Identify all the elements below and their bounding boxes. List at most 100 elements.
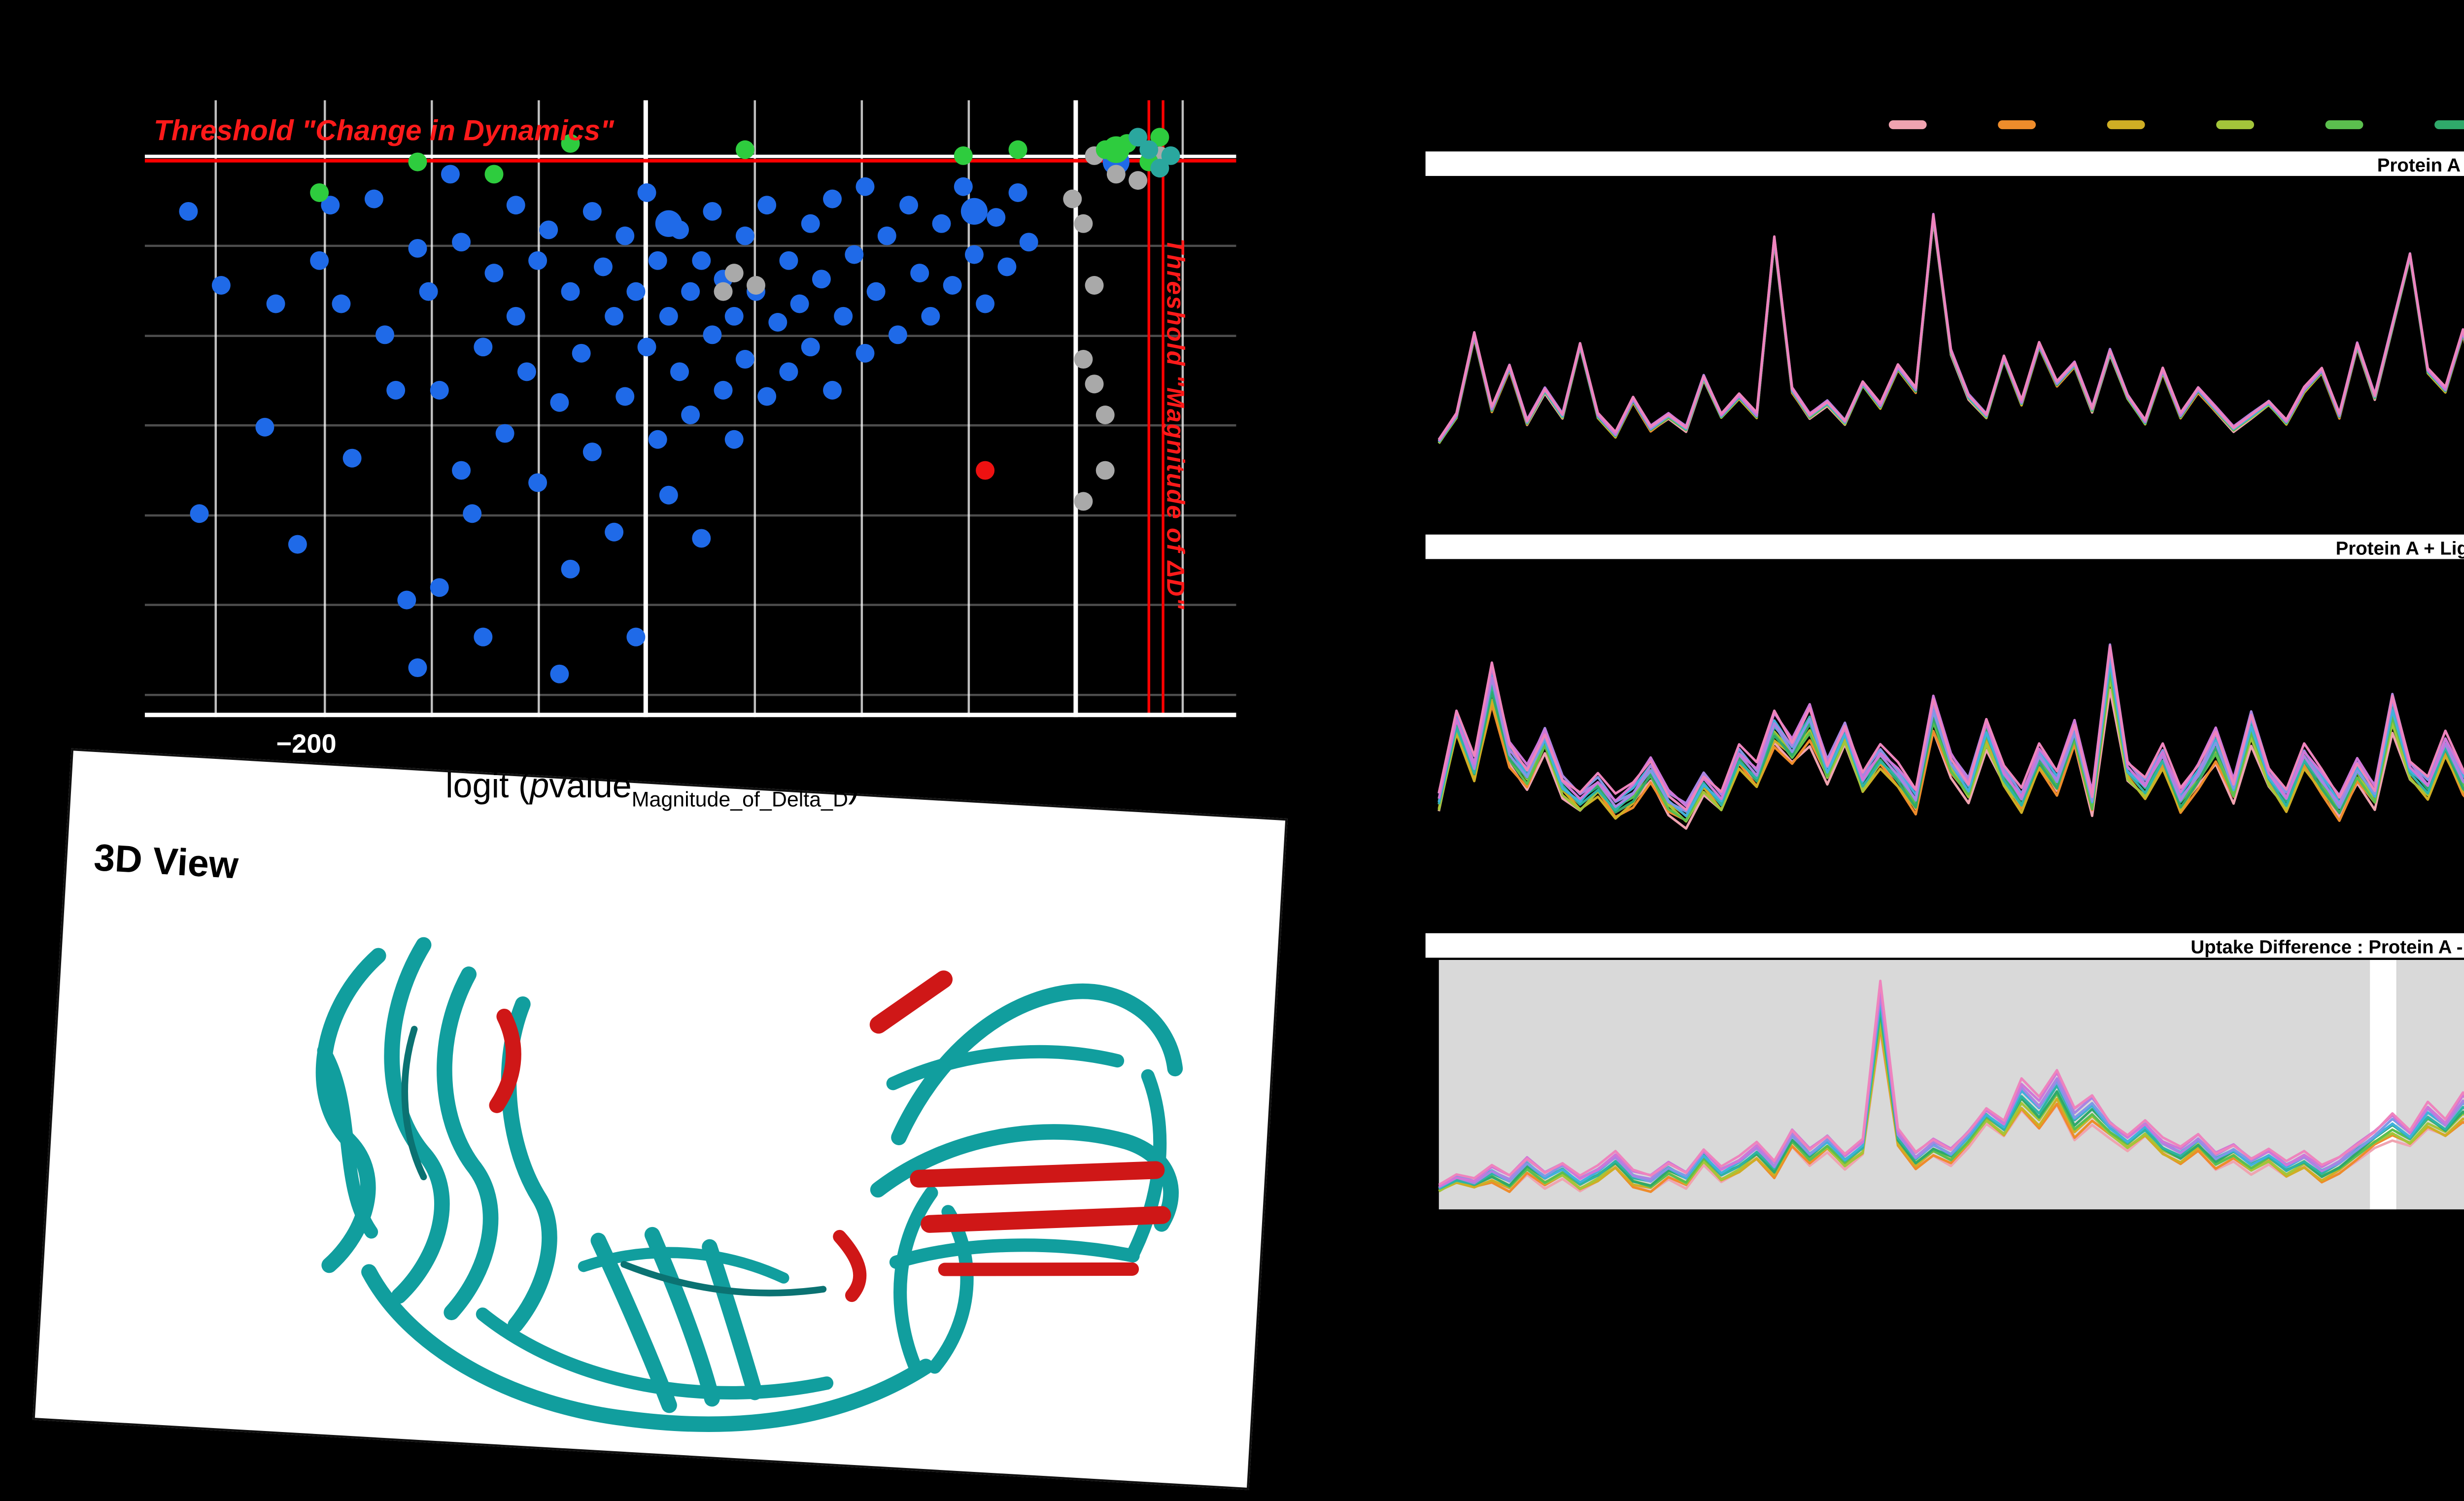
scatter-point-blue[interactable] xyxy=(703,325,722,344)
scatter-point-blue[interactable] xyxy=(997,257,1017,276)
scatter-point-blue[interactable] xyxy=(703,202,722,221)
scatter-point-blue[interactable] xyxy=(932,214,951,233)
scatter-point-blue[interactable] xyxy=(495,424,514,443)
legend-timepoint-swatch[interactable] xyxy=(1888,119,1927,130)
scatter-point-blue[interactable] xyxy=(364,189,383,208)
scatter-point-blue[interactable] xyxy=(550,664,569,683)
scatter-point-blue[interactable] xyxy=(692,251,711,270)
scatter-point-blue[interactable] xyxy=(823,189,842,208)
scatter-point-teal[interactable] xyxy=(1150,159,1169,178)
scatter-point-blue[interactable] xyxy=(823,380,842,400)
scatter-point-blue[interactable] xyxy=(1019,233,1038,252)
scatter-point-blue[interactable] xyxy=(463,504,482,523)
scatter-point-blue[interactable] xyxy=(976,294,995,313)
scatter-point-blue[interactable] xyxy=(376,325,394,344)
scatter-point-green[interactable] xyxy=(408,152,427,171)
scatter-point-blue[interactable] xyxy=(877,226,896,245)
scatter-point-blue[interactable] xyxy=(637,338,656,357)
scatter-point-gray[interactable] xyxy=(747,275,765,295)
scatter-point-blue[interactable] xyxy=(386,380,406,400)
scatter-point-blue[interactable] xyxy=(605,522,624,542)
scatter-point-blue[interactable] xyxy=(648,430,667,449)
scatter-point-blue[interactable] xyxy=(452,233,471,252)
scatter-point-blue[interactable] xyxy=(921,307,940,326)
scatter-point-blue[interactable] xyxy=(724,307,744,326)
scatter-point-blue[interactable] xyxy=(539,220,558,239)
scatter-point-blue[interactable] xyxy=(441,165,460,184)
scatter-point-green[interactable] xyxy=(735,140,754,159)
scatter-point-gray[interactable] xyxy=(1085,375,1104,394)
scatter-point-gray[interactable] xyxy=(714,282,733,301)
protein-structure-3d[interactable] xyxy=(145,882,1223,1498)
legend-timepoint-swatch[interactable] xyxy=(2325,119,2363,130)
scatter-point-blue[interactable] xyxy=(310,251,329,270)
scatter-point-blue[interactable] xyxy=(190,504,209,523)
scatter-point-teal[interactable] xyxy=(1129,128,1148,147)
scatter-point-blue[interactable] xyxy=(834,307,853,326)
scatter-point-blue[interactable] xyxy=(408,239,427,258)
scatter-point-blue[interactable] xyxy=(681,406,700,425)
scatter-point-blue[interactable] xyxy=(179,202,198,221)
volcano-scatter-plot[interactable] xyxy=(144,100,1236,717)
scatter-point-blue[interactable] xyxy=(572,343,591,363)
scatter-point-blue[interactable] xyxy=(648,251,667,270)
scatter-point-gray[interactable] xyxy=(1063,189,1082,208)
scatter-point-blue[interactable] xyxy=(757,387,777,406)
scatter-point-red[interactable] xyxy=(976,461,995,480)
scatter-point-blue[interactable] xyxy=(790,294,809,313)
scatter-point-teal[interactable] xyxy=(1139,140,1159,159)
scatter-point-blue[interactable] xyxy=(419,282,438,301)
scatter-point-blue[interactable] xyxy=(582,443,602,462)
scatter-point-blue[interactable] xyxy=(724,430,744,449)
scatter-point-blue[interactable] xyxy=(714,380,733,400)
scatter-point-blue[interactable] xyxy=(779,362,798,381)
scatter-point-blue[interactable] xyxy=(768,313,787,332)
scatter-point-blue[interactable] xyxy=(954,177,973,196)
scatter-point-gray[interactable] xyxy=(1106,165,1126,184)
scatter-point-gray[interactable] xyxy=(1074,214,1093,233)
scatter-point-blue[interactable] xyxy=(474,338,493,357)
scatter-point-green[interactable] xyxy=(1102,136,1129,163)
scatter-point-blue[interactable] xyxy=(659,485,678,505)
legend-timepoint-swatch[interactable] xyxy=(2216,119,2255,130)
scatter-point-blue[interactable] xyxy=(735,226,754,245)
scatter-point-green[interactable] xyxy=(310,183,329,202)
scatter-point-blue[interactable] xyxy=(964,245,984,264)
scatter-point-blue[interactable] xyxy=(626,627,646,647)
scatter-point-blue[interactable] xyxy=(484,264,504,283)
scatter-point-blue[interactable] xyxy=(735,350,754,369)
scatter-point-blue[interactable] xyxy=(670,362,689,381)
scatter-point-blue[interactable] xyxy=(266,294,285,313)
scatter-point-blue[interactable] xyxy=(1008,183,1027,202)
legend-timepoint-swatch[interactable] xyxy=(2107,119,2145,130)
scatter-point-gray[interactable] xyxy=(1129,171,1148,190)
scatter-point-blue[interactable] xyxy=(812,270,831,289)
scatter-point-blue[interactable] xyxy=(430,380,449,400)
scatter-point-blue[interactable] xyxy=(582,202,602,221)
scatter-point-gray[interactable] xyxy=(1074,492,1093,511)
scatter-point-blue[interactable] xyxy=(430,578,449,597)
scatter-point-blue[interactable] xyxy=(506,196,525,215)
scatter-point-gray[interactable] xyxy=(724,264,744,283)
scatter-point-blue[interactable] xyxy=(888,325,907,344)
scatter-point-blue[interactable] xyxy=(866,282,886,301)
scatter-point-blue[interactable] xyxy=(801,214,820,233)
scatter-point-blue[interactable] xyxy=(692,529,711,548)
scatter-point-blue[interactable] xyxy=(845,245,864,264)
scatter-point-blue[interactable] xyxy=(397,590,416,610)
scatter-point-blue[interactable] xyxy=(626,282,646,301)
scatter-point-blue[interactable] xyxy=(211,275,231,295)
legend-timepoint-swatch[interactable] xyxy=(1998,119,2036,130)
scatter-point-blue[interactable] xyxy=(899,196,919,215)
legend-timepoint-swatch[interactable] xyxy=(2434,119,2464,130)
scatter-point-blue[interactable] xyxy=(452,461,471,480)
scatter-point-blue[interactable] xyxy=(856,177,875,196)
scatter-point-blue[interactable] xyxy=(943,275,962,295)
scatter-point-gray[interactable] xyxy=(1085,275,1104,295)
uptake-chart-protein-a[interactable] xyxy=(1425,176,2464,528)
scatter-point-blue[interactable] xyxy=(255,417,274,437)
scatter-point-blue[interactable] xyxy=(637,183,656,202)
scatter-point-blue[interactable] xyxy=(655,210,682,237)
scatter-point-gray[interactable] xyxy=(1095,406,1115,425)
scatter-point-gray[interactable] xyxy=(1074,350,1093,369)
